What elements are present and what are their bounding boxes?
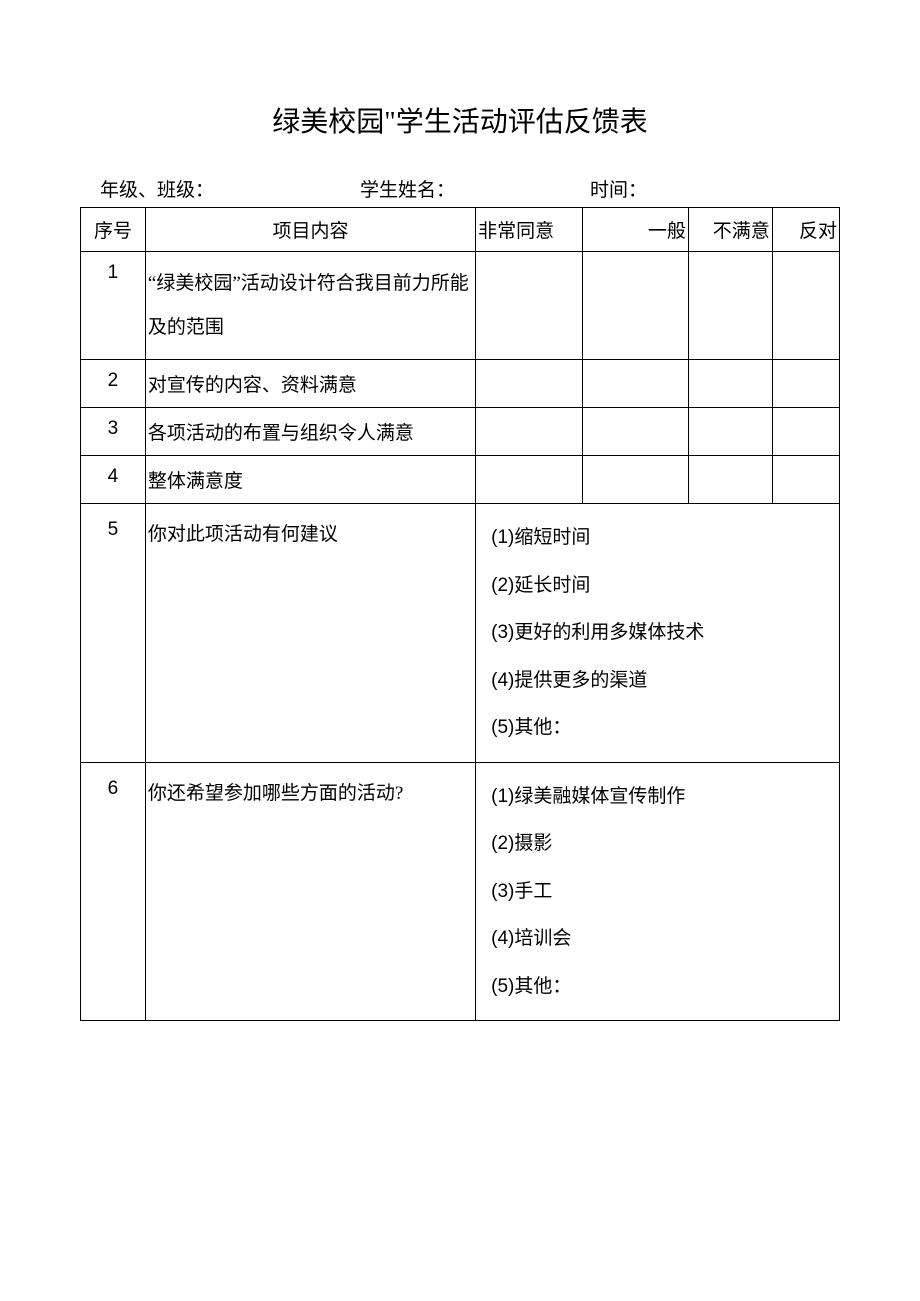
option-item: (3)更好的利用多媒体技术 — [491, 609, 834, 657]
table-row: 6 你还希望参加哪些方面的活动? (1)绿美融媒体宣传制作 (2)摄影 (3)手… — [81, 762, 840, 1021]
seq-cell: 3 — [81, 408, 146, 456]
col-header-rating2: 一般 — [582, 208, 688, 252]
item-cell: 你还希望参加哪些方面的活动? — [145, 762, 475, 1021]
item-cell: “绿美校园”活动设计符合我目前力所能及的范围 — [145, 252, 475, 360]
seq-cell: 6 — [81, 762, 146, 1021]
rating-cell[interactable] — [688, 408, 772, 456]
item-cell: 整体满意度 — [145, 456, 475, 504]
page-title: 绿美校园"学生活动评估反馈表 — [80, 100, 840, 140]
options-cell[interactable]: (1)缩短时间 (2)延长时间 (3)更好的利用多媒体技术 (4)提供更多的渠道… — [476, 504, 840, 763]
option-item: (4)培训会 — [491, 915, 834, 963]
grade-class-label: 年级、班级： — [100, 175, 360, 202]
student-name-label: 学生姓名： — [360, 175, 590, 202]
rating-cell[interactable] — [582, 252, 688, 360]
option-item: (1)绿美融媒体宣传制作 — [491, 773, 834, 821]
item-cell: 对宣传的内容、资料满意 — [145, 360, 475, 408]
table-row: 5 你对此项活动有何建议 (1)缩短时间 (2)延长时间 (3)更好的利用多媒体… — [81, 504, 840, 763]
rating-cell[interactable] — [476, 252, 582, 360]
rating-cell[interactable] — [476, 456, 582, 504]
rating-cell[interactable] — [772, 456, 839, 504]
option-item: (1)缩短时间 — [491, 514, 834, 562]
item-cell: 你对此项活动有何建议 — [145, 504, 475, 763]
option-item: (2)摄影 — [491, 820, 834, 868]
rating-cell[interactable] — [688, 252, 772, 360]
table-row: 4 整体满意度 — [81, 456, 840, 504]
option-item: (4)提供更多的渠道 — [491, 657, 834, 705]
option-item: (3)手工 — [491, 868, 834, 916]
rating-cell[interactable] — [476, 408, 582, 456]
options-cell[interactable]: (1)绿美融媒体宣传制作 (2)摄影 (3)手工 (4)培训会 (5)其他： — [476, 762, 840, 1021]
option-item: (5)其他： — [491, 704, 834, 752]
rating-cell[interactable] — [772, 252, 839, 360]
seq-cell: 1 — [81, 252, 146, 360]
table-row: 2 对宣传的内容、资料满意 — [81, 360, 840, 408]
item-cell: 各项活动的布置与组织令人满意 — [145, 408, 475, 456]
table-row: 3 各项活动的布置与组织令人满意 — [81, 408, 840, 456]
table-header-row: 序号 项目内容 非常同意 一般 不满意 反对 — [81, 208, 840, 252]
option-item: (5)其他： — [491, 963, 834, 1011]
rating-cell[interactable] — [476, 360, 582, 408]
table-row: 1 “绿美校园”活动设计符合我目前力所能及的范围 — [81, 252, 840, 360]
seq-cell: 4 — [81, 456, 146, 504]
header-info-row: 年级、班级： 学生姓名： 时间： — [80, 175, 840, 202]
seq-cell: 2 — [81, 360, 146, 408]
feedback-table: 序号 项目内容 非常同意 一般 不满意 反对 1 “绿美校园”活动设计符合我目前… — [80, 207, 840, 1021]
seq-cell: 5 — [81, 504, 146, 763]
rating-cell[interactable] — [582, 456, 688, 504]
col-header-rating1: 非常同意 — [476, 208, 582, 252]
col-header-item: 项目内容 — [145, 208, 475, 252]
rating-cell[interactable] — [582, 408, 688, 456]
rating-cell[interactable] — [772, 408, 839, 456]
rating-cell[interactable] — [688, 456, 772, 504]
option-item: (2)延长时间 — [491, 562, 834, 610]
col-header-rating3: 不满意 — [688, 208, 772, 252]
rating-cell[interactable] — [688, 360, 772, 408]
rating-cell[interactable] — [772, 360, 839, 408]
col-header-rating4: 反对 — [772, 208, 839, 252]
rating-cell[interactable] — [582, 360, 688, 408]
col-header-seq: 序号 — [81, 208, 146, 252]
time-label: 时间： — [590, 175, 840, 202]
